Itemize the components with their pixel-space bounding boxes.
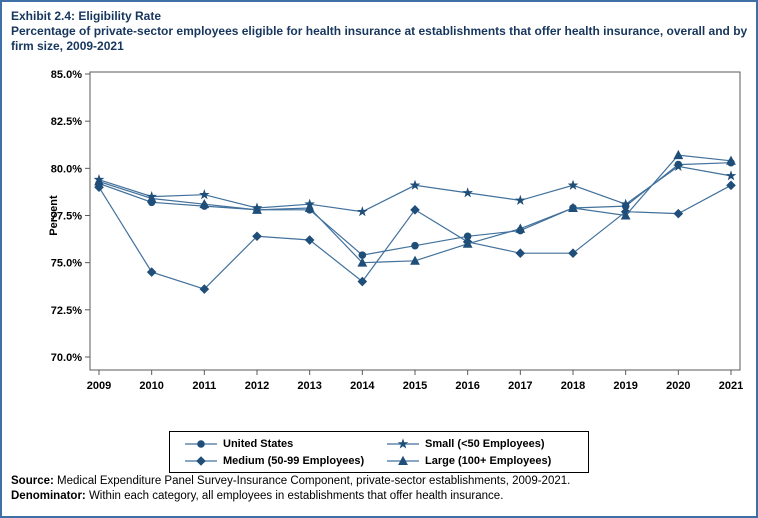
- y-tick-label: 70.0%: [51, 352, 82, 364]
- data-point-marker: [357, 276, 368, 287]
- source-text: Medical Expenditure Panel Survey-Insuran…: [53, 475, 571, 487]
- x-tick-label: 2021: [719, 380, 743, 392]
- data-point-marker: [196, 455, 206, 466]
- series-large-100-employees: [94, 149, 736, 267]
- data-point-marker: [567, 179, 579, 190]
- denominator-text: Within each category, all employees in e…: [85, 490, 504, 502]
- data-point-marker: [252, 204, 262, 214]
- data-point-marker: [568, 202, 578, 212]
- data-point-marker: [94, 176, 104, 186]
- data-point-marker: [397, 437, 409, 449]
- data-point-marker: [358, 251, 367, 259]
- data-point-marker: [515, 223, 526, 233]
- chart-title-block: Exhibit 2.4: Eligibility Rate Percentage…: [11, 9, 748, 54]
- series-line: [98, 184, 732, 290]
- x-tick-label: 2017: [508, 380, 532, 392]
- x-tick-label: 2018: [561, 380, 585, 392]
- data-point-marker: [726, 180, 736, 191]
- triangle-marker-icon: [386, 454, 420, 468]
- x-tick-label: 2015: [403, 380, 427, 392]
- source-note: Source: Medical Expenditure Panel Survey…: [11, 474, 748, 489]
- data-point-marker: [410, 205, 420, 215]
- data-point-marker: [357, 257, 368, 267]
- x-tick-label: 2010: [139, 380, 163, 392]
- x-tick-label: 2011: [192, 380, 216, 392]
- line-chart: 70.0% 72.5% 75.0% 77.5% 80.0% 82.5% 85.0% Perce…: [48, 69, 743, 392]
- data-point-marker: [304, 202, 315, 212]
- data-point-marker: [515, 248, 526, 259]
- data-point-marker: [409, 179, 421, 190]
- series-medium-50-99-employees: [94, 180, 736, 294]
- data-point-marker: [462, 238, 473, 248]
- legend-item-united-states: United States: [184, 435, 380, 452]
- x-tick-label: 2020: [666, 380, 690, 392]
- data-point-marker: [199, 284, 210, 294]
- data-point-marker: [197, 439, 205, 448]
- x-tick-label: 2012: [245, 380, 269, 392]
- x-tick-label: 2013: [297, 380, 321, 392]
- data-point-marker: [673, 149, 684, 160]
- legend-label-medium: Medium (50-99 Employees): [223, 454, 365, 467]
- source-label: Source:: [11, 475, 54, 487]
- x-tick-label: 2019: [613, 380, 637, 392]
- data-point-marker: [673, 208, 684, 219]
- data-point-marker: [725, 170, 737, 181]
- data-point-marker: [515, 194, 526, 205]
- data-point-marker: [94, 182, 104, 192]
- y-tick-label: 80.0%: [51, 163, 82, 175]
- data-point-marker: [463, 232, 472, 241]
- data-point-marker: [620, 210, 631, 220]
- data-point-marker: [398, 455, 408, 465]
- data-point-marker: [252, 231, 262, 242]
- triangle-marker-glyph: [387, 455, 419, 465]
- y-axis-title: Percent: [48, 195, 60, 236]
- data-point-marker: [673, 160, 684, 171]
- x-tick-label: 2009: [87, 380, 111, 392]
- y-tick-label: 72.5%: [51, 305, 82, 317]
- legend-item-large: Large (100+ Employees): [386, 452, 574, 469]
- diamond-marker-icon: [184, 454, 218, 468]
- x-tick-label: 2014: [350, 380, 375, 392]
- y-tick-label: 75.0%: [51, 258, 82, 270]
- x-tick-label: 2016: [455, 380, 479, 392]
- circle-marker-icon: [184, 437, 218, 451]
- data-point-marker: [304, 235, 315, 245]
- data-point-marker: [146, 267, 157, 277]
- legend-label-united-states: United States: [223, 437, 294, 450]
- y-tick-label: 77.5%: [51, 211, 82, 223]
- plot-frame: [89, 71, 741, 371]
- y-axis: 70.0% 72.5% 75.0% 77.5% 80.0% 82.5% 85.0%: [51, 69, 90, 364]
- data-point-marker: [726, 155, 736, 165]
- data-point-marker: [199, 198, 210, 209]
- legend-label-large: Large (100+ Employees): [425, 454, 552, 467]
- legend-item-medium: Medium (50-99 Employees): [184, 452, 380, 469]
- y-tick-label: 85.0%: [51, 69, 82, 81]
- chart-legend: United States Small (<50 Employees) Medi…: [169, 431, 589, 473]
- data-point-marker: [462, 187, 473, 198]
- data-point-marker: [410, 255, 420, 265]
- data-point-marker: [199, 189, 210, 200]
- star-marker-glyph: [387, 437, 419, 449]
- circle-marker-glyph: [185, 439, 217, 448]
- star-marker-icon: [386, 437, 420, 451]
- legend-area: United States Small (<50 Employees) Medi…: [2, 431, 756, 473]
- chart-subtitle: Percentage of private-sector employees e…: [11, 24, 748, 53]
- y-tick-label: 82.5%: [51, 116, 82, 128]
- denominator-note: Denominator: Within each category, all e…: [11, 489, 748, 504]
- diamond-marker-glyph: [185, 455, 217, 466]
- legend-label-small: Small (<50 Employees): [425, 437, 545, 450]
- data-point-marker: [411, 241, 419, 250]
- exhibit-title: Exhibit 2.4: Eligibility Rate: [11, 9, 162, 23]
- data-point-marker: [568, 248, 578, 259]
- denominator-label: Denominator:: [11, 490, 86, 502]
- data-point-marker: [357, 206, 368, 217]
- chart-footnotes: Source: Medical Expenditure Panel Survey…: [11, 474, 748, 504]
- legend-item-small: Small (<50 Employees): [386, 435, 574, 452]
- x-axis: 2009 2010 2011 2012 2013 2014 2015 2016 2017 2018…: [87, 370, 743, 392]
- data-point-marker: [146, 193, 157, 203]
- data-point-marker: [620, 198, 631, 209]
